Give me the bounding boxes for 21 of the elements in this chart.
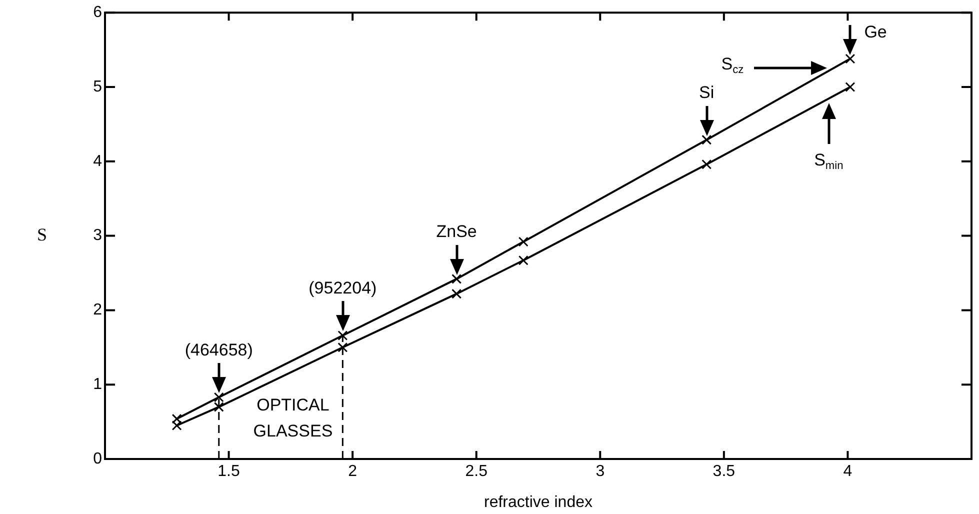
annotation: Ge — [864, 22, 887, 42]
x-tick-label: 2.5 — [465, 463, 488, 480]
x-tick-label: 3.5 — [712, 463, 736, 480]
y-tick-label: 4 — [93, 152, 102, 170]
annotation: ZnSe — [436, 222, 477, 242]
x-tick-label: 4 — [843, 463, 852, 480]
y-tick-label: 2 — [93, 302, 102, 319]
x-tick-label: 3 — [596, 463, 605, 480]
annotation: (464658) — [184, 340, 253, 360]
y-tick-label: 6 — [93, 4, 102, 22]
x-tick-label: 2 — [348, 463, 358, 480]
x-axis-title: refractive index — [484, 494, 592, 511]
annotation: (952204) — [308, 278, 377, 298]
y-tick-label: 3 — [93, 227, 102, 244]
y-tick-label: 5 — [93, 78, 102, 96]
ref-line-label: OPTICAL GLASSES — [253, 396, 333, 441]
y-tick-label: 0 — [93, 450, 102, 468]
y-tick-label: 1 — [93, 376, 102, 394]
y-axis-title: S — [36, 224, 48, 245]
annotation: Si — [699, 83, 714, 102]
x-tick-label: 1.5 — [218, 463, 240, 480]
